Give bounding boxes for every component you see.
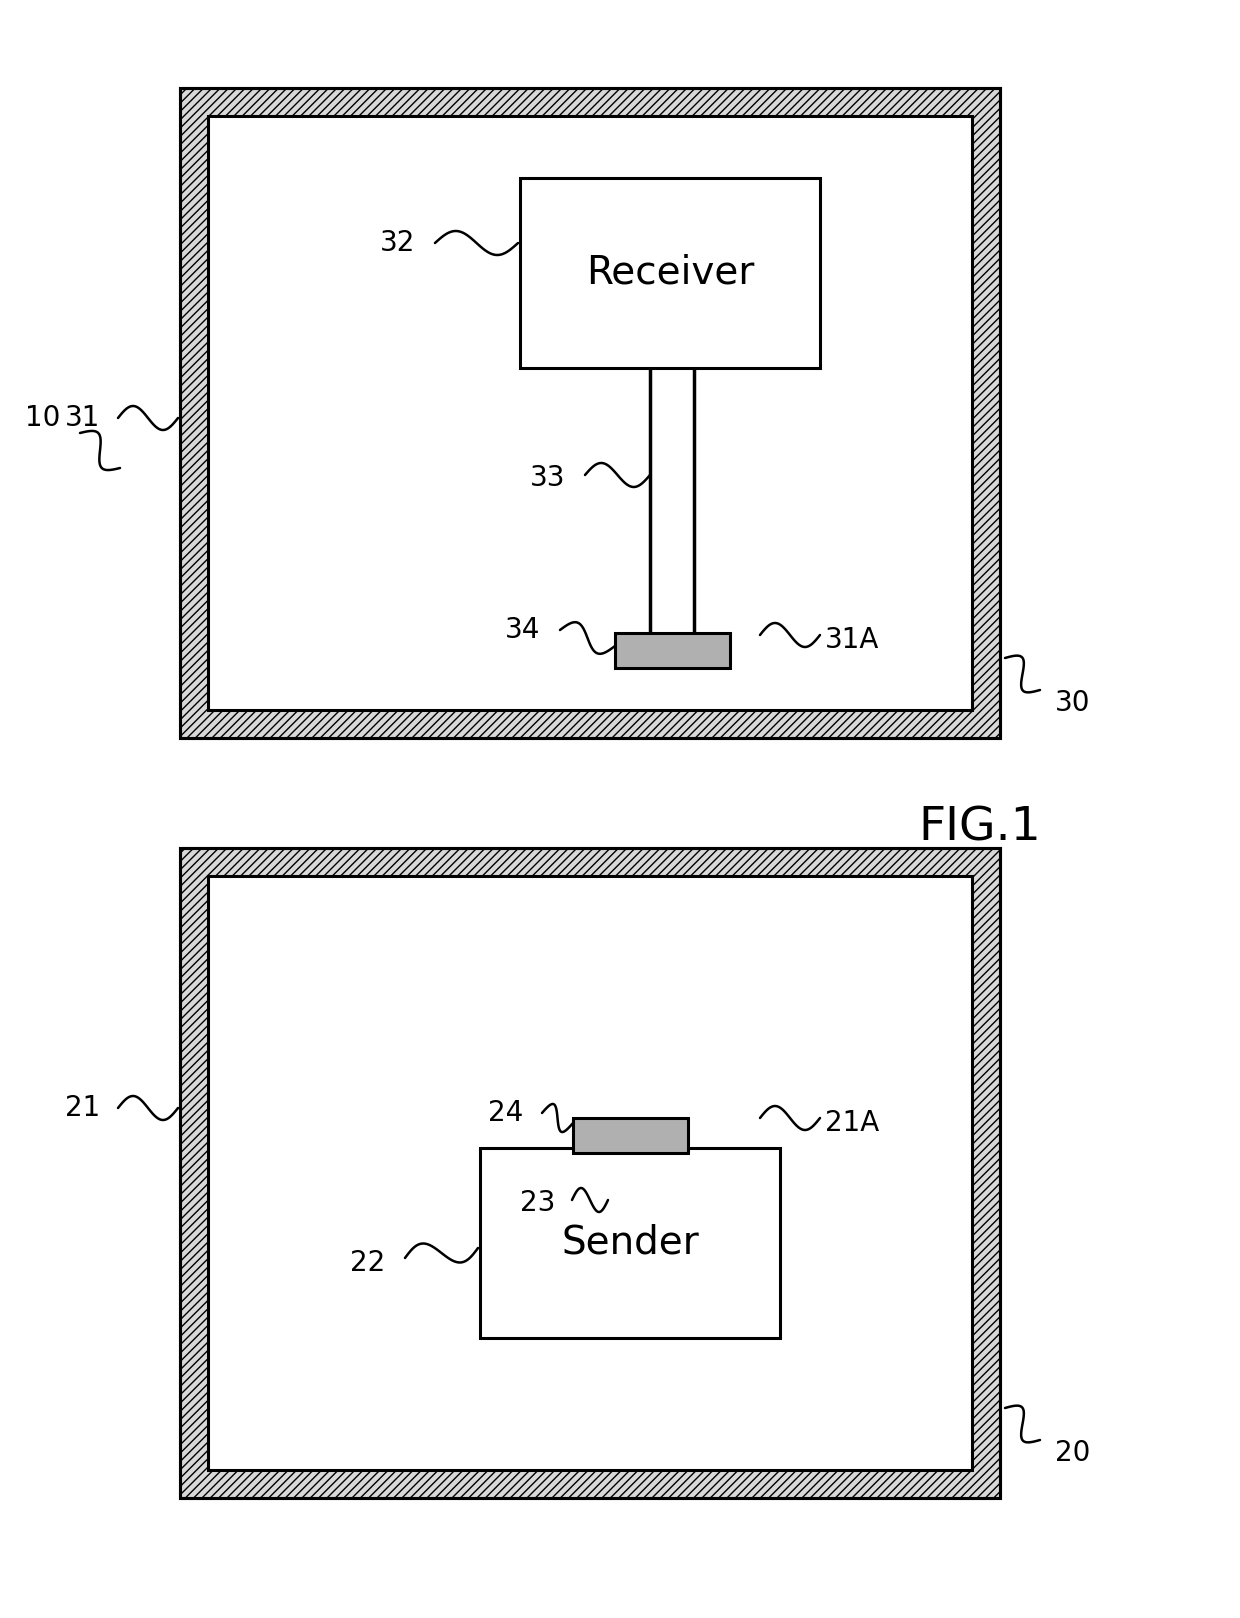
Bar: [180, 848, 999, 1498]
Text: 31A: 31A: [825, 626, 879, 654]
Text: 20: 20: [1055, 1438, 1090, 1468]
Bar: [208, 116, 972, 710]
Bar: [615, 633, 730, 668]
Text: 32: 32: [379, 230, 415, 257]
Bar: [573, 1118, 688, 1154]
Bar: [520, 178, 820, 367]
Text: 33: 33: [529, 464, 565, 492]
Bar: [208, 875, 972, 1471]
Bar: [180, 87, 999, 738]
Text: 24: 24: [489, 1099, 523, 1128]
Text: 34: 34: [505, 616, 541, 644]
Text: 23: 23: [520, 1189, 556, 1217]
Text: 21: 21: [64, 1094, 100, 1121]
Bar: [480, 1149, 780, 1338]
Text: 10: 10: [25, 404, 61, 432]
Text: 21A: 21A: [825, 1108, 879, 1137]
Text: 31: 31: [64, 404, 100, 432]
Text: FIG.1: FIG.1: [919, 806, 1042, 851]
Text: 30: 30: [1055, 689, 1090, 717]
Bar: [180, 848, 999, 1498]
Text: 22: 22: [350, 1249, 386, 1277]
Bar: [180, 87, 999, 738]
Text: Receiver: Receiver: [585, 254, 754, 291]
Text: Sender: Sender: [562, 1223, 699, 1262]
